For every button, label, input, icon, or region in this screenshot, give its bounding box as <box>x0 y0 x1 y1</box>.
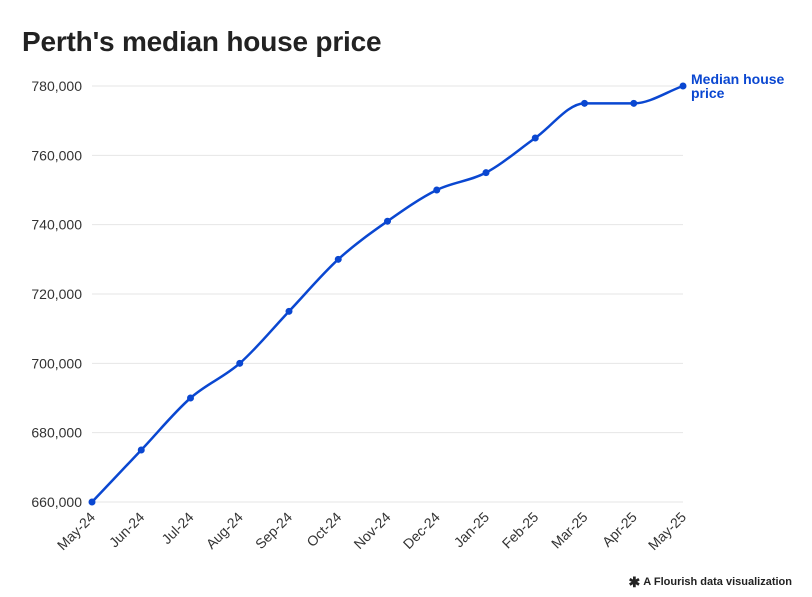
x-tick-label: Jan-25 <box>451 509 493 551</box>
x-tick-label: Dec-24 <box>400 509 443 552</box>
x-tick-label: Nov-24 <box>350 509 393 552</box>
series-labels: Median house price <box>691 71 785 101</box>
x-tick-label: Aug-24 <box>203 509 246 552</box>
gridlines <box>92 85 683 503</box>
data-points <box>88 82 687 506</box>
x-tick-label: Sep-24 <box>252 509 295 552</box>
x-tick-label: Oct-24 <box>303 509 344 550</box>
data-point <box>531 134 539 142</box>
data-point <box>285 307 293 315</box>
x-tick-label: Mar-25 <box>548 509 591 552</box>
data-point <box>482 169 490 177</box>
x-tick-label: May-25 <box>645 509 689 553</box>
asterisk-icon: ✱ <box>628 574 641 590</box>
flourish-credit[interactable]: ✱ A Flourish data visualization <box>629 575 792 589</box>
data-point <box>630 99 638 107</box>
x-tick-label: May-24 <box>54 509 98 553</box>
chart-title: Perth's median house price <box>22 26 382 57</box>
y-tick-label: 700,000 <box>31 355 82 371</box>
y-tick-label: 780,000 <box>31 78 82 94</box>
data-point <box>679 82 687 90</box>
x-tick-label: Apr-25 <box>599 509 640 550</box>
data-point <box>433 186 441 194</box>
data-point <box>384 217 391 225</box>
y-axis-ticks: 660,000 680,000 700,000 720,000 740,000 760,0… <box>31 78 82 510</box>
x-tick-label: Feb-25 <box>499 509 542 552</box>
y-tick-label: 740,000 <box>31 217 82 233</box>
y-tick-label: 660,000 <box>31 494 82 510</box>
y-tick-label: 680,000 <box>31 425 82 441</box>
data-point <box>581 99 588 107</box>
data-point <box>137 446 145 454</box>
series-label: Median house price <box>691 71 785 101</box>
data-point <box>187 394 194 402</box>
credit-text: A Flourish data visualization <box>643 576 792 588</box>
data-point <box>334 255 342 263</box>
y-tick-label: 760,000 <box>31 147 82 163</box>
data-point <box>88 498 96 506</box>
x-axis-ticks: May-24 Jun-24 Jul-24 Aug-24 Sep-24 Oct-24 Nov-… <box>54 509 689 553</box>
y-tick-label: 720,000 <box>31 286 82 302</box>
data-point <box>236 359 244 367</box>
x-tick-label: Jul-24 <box>158 509 196 547</box>
x-tick-label: Jun-24 <box>106 509 148 551</box>
